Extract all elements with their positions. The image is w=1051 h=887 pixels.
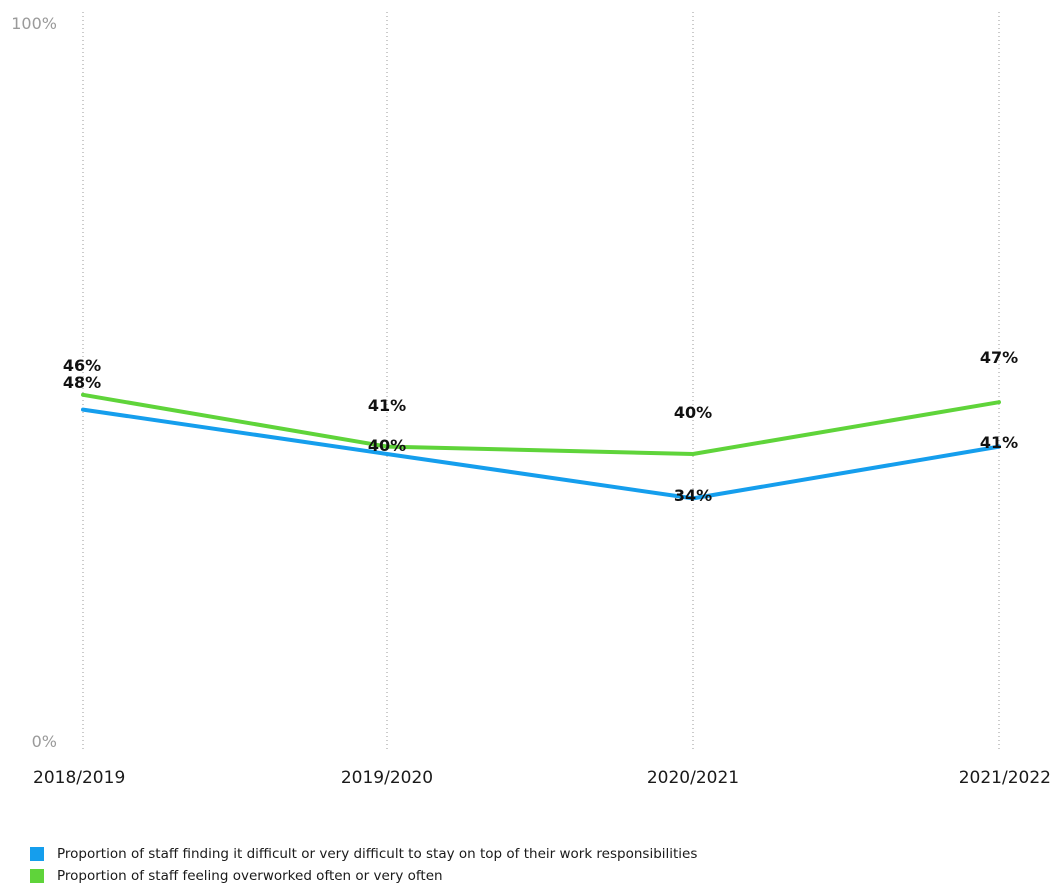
data-label-s0-3: 41% [980, 433, 1018, 452]
data-label-s1-1: 41% [368, 396, 406, 415]
data-label-s1-3: 47% [980, 348, 1018, 367]
legend: Proportion of staff finding it difficult… [30, 843, 697, 887]
series-line-1 [81, 392, 1001, 456]
data-label-s0-2: 34% [674, 486, 712, 505]
y-tick-label-min: 0% [32, 732, 57, 751]
x-tick-label-1: 2019/2020 [341, 768, 433, 788]
data-label-s0-1: 40% [368, 436, 406, 455]
data-label-s0-0: 46% [63, 356, 101, 375]
legend-item-difficult: Proportion of staff finding it difficult… [30, 843, 697, 865]
legend-swatch-green [30, 869, 44, 883]
data-label-s1-0: 48% [63, 373, 101, 392]
legend-label-overworked: Proportion of staff feeling overworked o… [57, 868, 443, 884]
y-tick-label-max: 100% [11, 14, 57, 33]
legend-swatch-blue [30, 847, 44, 861]
line-chart: 100% 0% 2018/2019 2019/2020 2020/2021 2021/20… [11, 12, 1051, 788]
data-label-s1-2: 40% [674, 403, 712, 422]
x-tick-label-0: 2018/2019 [33, 768, 125, 788]
legend-item-overworked: Proportion of staff feeling overworked o… [30, 865, 697, 887]
legend-label-difficult: Proportion of staff finding it difficult… [57, 846, 698, 862]
x-tick-label-3: 2021/2022 [959, 768, 1051, 788]
x-tick-label-2: 2020/2021 [647, 768, 739, 788]
series-line-0 [81, 407, 1001, 501]
